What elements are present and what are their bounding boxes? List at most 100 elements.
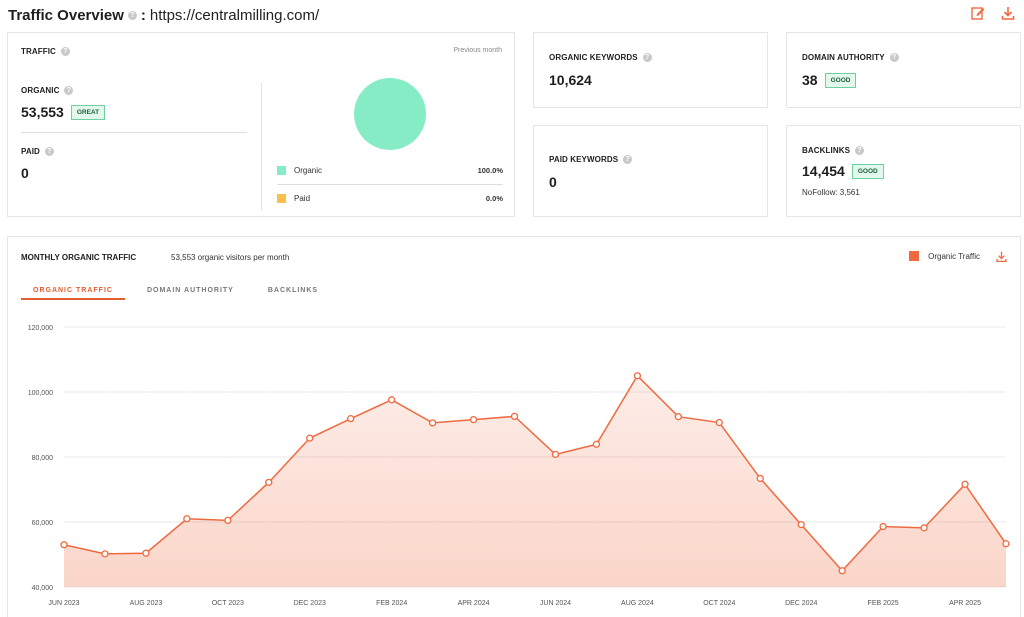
data-point[interactable]	[428, 419, 437, 427]
data-point[interactable]	[101, 550, 109, 558]
data-point[interactable]	[1002, 540, 1010, 548]
data-point[interactable]	[510, 412, 519, 421]
paid-keywords-value-row: 0	[549, 174, 557, 190]
legend-label: Organic	[294, 166, 323, 175]
x-tick-label: FEB 2024	[376, 600, 407, 607]
y-tick-label: 60,000	[32, 520, 54, 527]
data-point[interactable]	[961, 480, 969, 488]
organic-keywords-value: 10,624	[549, 72, 592, 88]
data-point[interactable]	[633, 372, 642, 380]
domain-authority-card: DOMAIN AUTHORITY ? 38 GOOD	[786, 32, 1021, 108]
chart-tabs: ORGANIC TRAFFIC DOMAIN AUTHORITY BACKLIN…	[21, 284, 340, 300]
x-tick-label: JUN 2024	[540, 600, 571, 607]
divider	[261, 83, 262, 211]
x-tick-label: AUG 2024	[621, 600, 654, 607]
data-point[interactable]	[224, 516, 232, 525]
title-separator: :	[140, 6, 146, 24]
status-badge: GREAT	[70, 104, 106, 120]
paid-keywords-label: PAID KEYWORDS	[549, 155, 619, 164]
domain-url: https://centralmilling.com/	[149, 6, 320, 24]
y-tick-label: 100,000	[28, 390, 53, 397]
organic-value: 53,553	[21, 104, 64, 120]
data-point[interactable]	[183, 515, 191, 523]
legend-item-organic: Organic 100.0%	[277, 166, 503, 175]
paid-label: PAID	[21, 147, 40, 156]
paid-keywords-value: 0	[549, 174, 557, 190]
organic-keywords-card: ORGANIC KEYWORDS ? 10,624	[533, 32, 768, 108]
help-icon[interactable]: ?	[60, 47, 70, 56]
page-header: Traffic Overview ? : https://centralmill…	[8, 4, 319, 26]
help-icon[interactable]: ?	[623, 155, 633, 164]
domain-authority-label: DOMAIN AUTHORITY	[802, 53, 885, 62]
period-label: Previous month	[453, 47, 502, 54]
download-icon[interactable]	[995, 250, 1008, 268]
data-point[interactable]	[306, 434, 314, 442]
data-point[interactable]	[592, 440, 601, 448]
backlinks-value-row: 14,454 GOOD	[802, 163, 884, 179]
x-tick-label: DEC 2023	[294, 600, 326, 607]
chart-title: MONTHLY ORGANIC TRAFFIC	[21, 253, 137, 262]
help-icon[interactable]: ?	[889, 53, 899, 62]
download-icon[interactable]	[1000, 5, 1016, 26]
chart-subtitle: 53,553 organic visitors per month	[171, 253, 290, 262]
edit-icon[interactable]	[970, 5, 986, 26]
data-point[interactable]	[674, 413, 682, 421]
traffic-label-row: TRAFFIC ?	[21, 47, 70, 56]
backlinks-label-row: BACKLINKS ?	[802, 146, 865, 155]
x-tick-label: OCT 2023	[212, 600, 244, 607]
data-point[interactable]	[388, 396, 396, 404]
data-point[interactable]	[879, 522, 887, 531]
data-point[interactable]	[469, 415, 478, 424]
x-tick-label: APR 2024	[458, 600, 490, 607]
help-icon[interactable]: ?	[127, 10, 137, 20]
help-icon[interactable]: ?	[44, 147, 54, 156]
tab-organic-traffic[interactable]: ORGANIC TRAFFIC	[21, 284, 125, 300]
traffic-pie-chart[interactable]	[354, 78, 426, 150]
data-point[interactable]	[60, 541, 68, 549]
organic-value-row: 53,553 GREAT	[21, 104, 106, 120]
nofollow-count: NoFollow: 3,561	[802, 188, 860, 197]
paid-value: 0	[21, 165, 29, 181]
organic-label-row: ORGANIC ?	[21, 86, 74, 95]
paid-label-row: PAID ?	[21, 147, 54, 156]
data-point[interactable]	[347, 414, 355, 423]
legend-percent: 0.0%	[485, 194, 503, 203]
help-icon[interactable]: ?	[64, 86, 74, 95]
data-point[interactable]	[715, 418, 723, 427]
help-icon[interactable]: ?	[855, 146, 865, 155]
status-badge: GOOD	[851, 163, 884, 179]
chart-legend[interactable]: Organic Traffic	[909, 251, 980, 261]
traffic-area	[64, 375, 1006, 587]
organic-keywords-label-row: ORGANIC KEYWORDS ?	[549, 53, 652, 62]
data-point[interactable]	[838, 567, 846, 575]
backlinks-label: BACKLINKS	[802, 146, 851, 155]
legend-swatch-organic	[277, 166, 286, 175]
status-badge: GOOD	[824, 72, 857, 88]
x-tick-label: FEB 2025	[868, 600, 899, 607]
data-point[interactable]	[142, 549, 150, 557]
x-tick-label: OCT 2024	[703, 600, 735, 607]
x-tick-label: JUN 2023	[48, 600, 79, 607]
y-tick-label: 120,000	[28, 325, 53, 332]
data-point[interactable]	[920, 524, 928, 532]
data-point[interactable]	[551, 450, 560, 459]
x-tick-label: DEC 2024	[785, 600, 817, 607]
organic-keywords-value-row: 10,624	[549, 72, 592, 88]
paid-keywords-label-row: PAID KEYWORDS ?	[549, 155, 633, 164]
help-icon[interactable]: ?	[642, 53, 652, 62]
data-point[interactable]	[756, 474, 764, 483]
legend-label: Paid	[294, 194, 311, 203]
x-tick-label: AUG 2023	[130, 600, 163, 607]
domain-authority-label-row: DOMAIN AUTHORITY ?	[802, 53, 899, 62]
tab-backlinks[interactable]: BACKLINKS	[267, 287, 319, 294]
data-point[interactable]	[265, 478, 273, 487]
data-point[interactable]	[797, 520, 805, 529]
y-tick-label: 80,000	[32, 455, 54, 462]
paid-keywords-card: PAID KEYWORDS ? 0	[533, 125, 768, 217]
traffic-line	[63, 374, 1007, 572]
backlinks-value: 14,454	[802, 163, 845, 179]
backlinks-card: BACKLINKS ? 14,454 GOOD NoFollow: 3,561	[786, 125, 1021, 217]
organic-label: ORGANIC	[21, 86, 60, 95]
tab-domain-authority[interactable]: DOMAIN AUTHORITY	[146, 287, 234, 294]
organic-traffic-chart: 40,000 60,000 80,000 100,000 120,000 JUN 2023…	[28, 325, 1010, 607]
